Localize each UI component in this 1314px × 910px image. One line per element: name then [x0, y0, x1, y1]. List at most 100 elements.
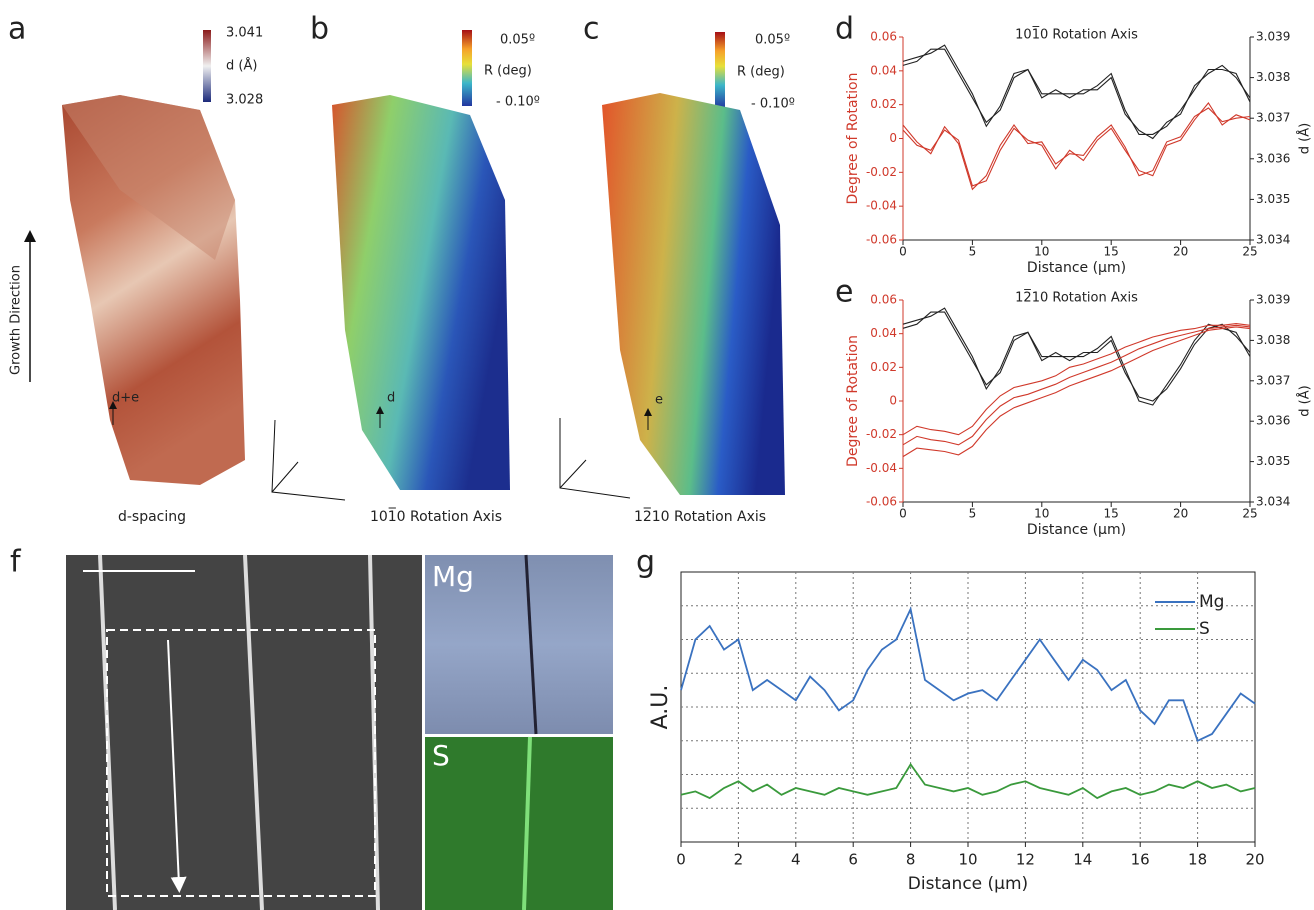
x-tick-label: 25	[1242, 507, 1257, 521]
x-tick-label: 0	[899, 507, 907, 521]
y2-tick-label: 3.037	[1256, 373, 1290, 387]
y2-tick-label: 3.034	[1256, 495, 1290, 509]
series-line	[902, 326, 1251, 458]
y-axis-label: A.U.	[648, 685, 673, 730]
render-rotation	[602, 93, 785, 495]
render-rotation	[332, 95, 510, 490]
chart-title: 12̅10 Rotation Axis	[1015, 289, 1138, 305]
x-tick-label: 20	[1245, 851, 1264, 869]
y2-tick-label: 3.036	[1256, 414, 1290, 428]
axes-tripod	[271, 419, 346, 501]
colorbar-max: 0.05º	[755, 33, 790, 48]
y2-tick-label: 3.034	[1256, 233, 1290, 247]
x-tick-label: 12	[1016, 851, 1035, 869]
x-tick-label: 16	[1131, 851, 1150, 869]
panel-label: c	[583, 12, 600, 47]
axis-label: Growth Direction	[9, 265, 24, 375]
axes-tripod	[559, 418, 631, 499]
colorbar	[715, 32, 725, 108]
sem-image	[66, 555, 422, 910]
x-tick-label: 15	[1104, 507, 1119, 521]
panel-label: g	[636, 545, 655, 580]
x-tick-label: 18	[1188, 851, 1207, 869]
caption: 12̅10 Rotation Axis	[634, 507, 766, 525]
y2-tick-label: 3.038	[1256, 333, 1290, 347]
x-tick-label: 5	[969, 245, 977, 259]
series-line	[902, 102, 1251, 187]
x-tick-label: 10	[958, 851, 977, 869]
y-tick-label: -0.04	[866, 199, 897, 213]
caption: d-spacing	[118, 509, 186, 525]
series-line	[902, 44, 1251, 135]
x-tick-label: 8	[906, 851, 916, 869]
panel-label: b	[310, 12, 329, 47]
x-tick-label: 5	[969, 507, 977, 521]
caption: 101̅0 Rotation Axis	[370, 507, 502, 525]
series-line	[902, 324, 1251, 446]
x-tick-label: 0	[899, 245, 907, 259]
map-label: Mg	[432, 560, 474, 593]
colorbar-title: d (Å)	[226, 58, 257, 74]
x-tick-label: 2	[734, 851, 744, 869]
colorbar-title: R (deg)	[484, 64, 532, 79]
legend-label: S	[1199, 619, 1210, 639]
series-line	[902, 107, 1251, 191]
y-tick-label: -0.04	[866, 461, 897, 475]
y-tick-label: 0	[889, 131, 897, 145]
axes-tripod	[271, 461, 299, 493]
y-tick-label: 0.02	[870, 360, 897, 374]
y2-tick-label: 3.037	[1256, 111, 1290, 125]
y-tick-label: 0.06	[870, 293, 897, 307]
colorbar	[203, 30, 211, 102]
y-tick-label: 0.06	[870, 30, 897, 44]
colorbar-max: 3.041	[226, 26, 263, 41]
x-tick-label: 20	[1173, 245, 1188, 259]
marker-label: d+e	[112, 391, 139, 406]
marker-label: d	[387, 391, 395, 406]
roi-box	[106, 629, 376, 897]
map-feature	[522, 736, 532, 910]
chart-title: 101̅0 Rotation Axis	[1015, 26, 1138, 42]
series-line	[902, 311, 1251, 402]
y-tick-label: 0.04	[870, 63, 897, 77]
y-tick-label: 0	[889, 394, 897, 408]
x-axis-label: Distance (μm)	[1027, 522, 1126, 538]
colorbar-max: 0.05º	[500, 33, 535, 48]
series-line	[680, 606, 1256, 743]
y-axis-label: Degree of Rotation	[845, 335, 861, 467]
x-tick-label: 25	[1242, 245, 1257, 259]
y-tick-label: -0.06	[866, 495, 897, 509]
render-facet	[62, 95, 235, 260]
s-map	[425, 737, 613, 910]
colorbar-min: 3.028	[226, 93, 263, 108]
series-line	[902, 323, 1251, 436]
marker-label: e	[655, 393, 663, 408]
series-line	[680, 762, 1256, 800]
colorbar	[462, 30, 472, 106]
y-tick-label: -0.06	[866, 233, 897, 247]
y-tick-label: 0.04	[870, 326, 897, 340]
x-tick-label: 15	[1104, 245, 1119, 259]
axes-tripod	[559, 459, 587, 489]
x-tick-label: 0	[676, 851, 686, 869]
colorbar-title: R (deg)	[737, 65, 785, 80]
series-line	[902, 48, 1251, 140]
mg-map	[425, 555, 613, 734]
legend-label: Mg	[1199, 592, 1224, 612]
y2-tick-label: 3.039	[1256, 30, 1290, 44]
panel-label: f	[10, 545, 22, 580]
y2-tick-label: 3.035	[1256, 454, 1290, 468]
panel-label: d	[835, 12, 854, 47]
panel-label: a	[8, 12, 26, 47]
y2-axis-label: d (Å)	[1297, 385, 1313, 416]
x-axis-label: Distance (μm)	[1027, 260, 1126, 276]
y-tick-label: -0.02	[866, 165, 897, 179]
y2-tick-label: 3.039	[1256, 293, 1290, 307]
map-feature	[524, 554, 538, 735]
y2-tick-label: 3.035	[1256, 192, 1290, 206]
panel-label: e	[835, 275, 853, 310]
y-axis-label: Degree of Rotation	[845, 73, 861, 205]
x-tick-label: 6	[848, 851, 858, 869]
y2-tick-label: 3.038	[1256, 70, 1290, 84]
